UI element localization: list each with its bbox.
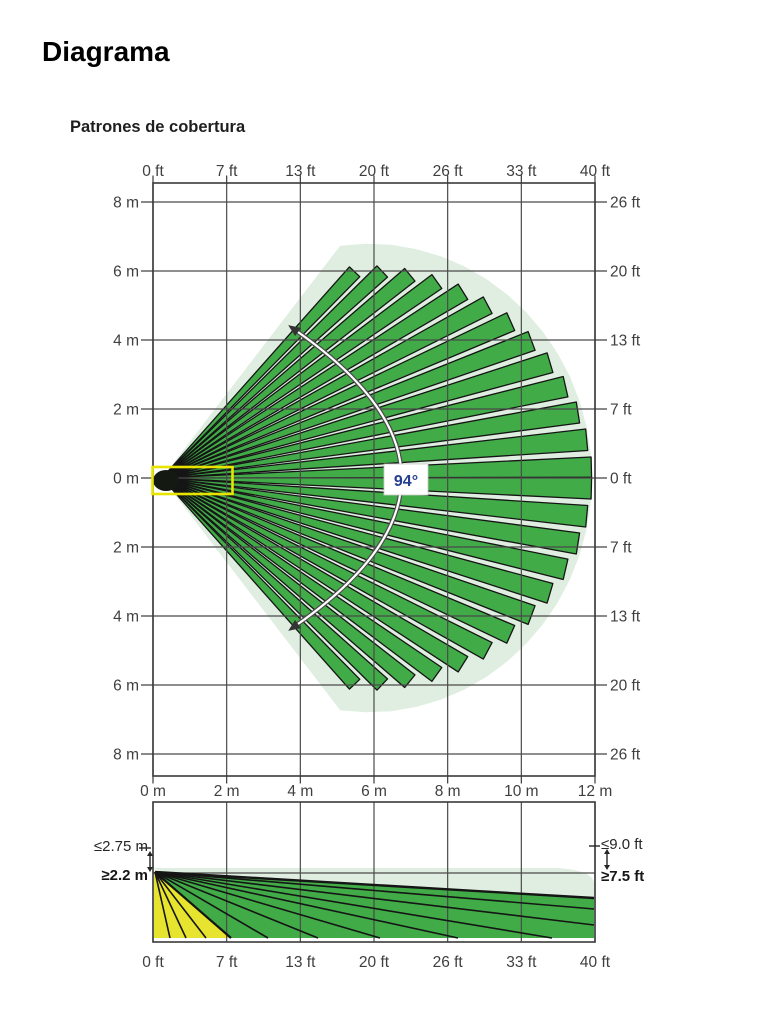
axis-label-bottom: 10 m [504,783,538,800]
mount-min-m-label: ≥2.2 m [101,867,148,884]
coverage-beam [161,267,416,479]
axis-label-top: 13 ft [285,163,316,180]
axis-label-right: 13 ft [610,609,641,626]
coverage-beam [161,375,569,479]
axis-label-right: 7 ft [610,540,632,557]
side-beam-line [154,870,595,900]
mounting-height-annotations: ≤2.75 m ≥2.2 m ≤9.0 ft ≥7.5 ft [94,836,644,885]
height-range-arrow-left-icon [147,851,153,872]
angle-label: 94° [394,473,418,490]
axis-label-right: 0 ft [610,471,632,488]
coverage-beam [161,477,536,626]
coverage-beam [161,477,493,660]
side-beam-line [154,871,595,926]
mount-max-m-label: ≤2.75 m [94,838,148,855]
axis-label-right: 13 ft [610,333,641,350]
side-beam-line [154,871,319,939]
side-beam-line [154,871,269,939]
coverage-beam [161,266,361,479]
axis-label-left: 0 m [113,471,139,488]
angle-label-box [383,463,429,496]
coverage-beam [161,477,554,604]
coverage-beam [161,401,581,479]
coverage-beam [161,477,361,690]
axis-label-top: 0 ft [142,163,164,180]
axis-label-left: 2 m [113,540,139,557]
axis-label-bottom: 4 m [287,783,313,800]
arc-arrowhead-up-icon [288,325,301,337]
coverage-beam [161,477,469,673]
axis-label-left: 2 m [113,402,139,419]
mount-min-ft-label: ≥7.5 ft [601,868,644,885]
axis-label-right: 7 ft [610,402,632,419]
height-range-arrow-right-icon [604,849,610,870]
coverage-beam [161,477,416,689]
coverage-beam [161,477,569,581]
top-view-fan [161,243,593,713]
mount-max-ft-label: ≤9.0 ft [601,836,643,853]
axis-label-bottom: 0 m [140,783,166,800]
axis-label-left: 4 m [113,609,139,626]
side-view: 0 ft 7 ft 13 ft 20 ft 26 ft 33 ft 40 ft [142,801,611,971]
side-beam-line [154,871,381,939]
detector-outline [151,465,234,496]
axis-label-right: 26 ft [610,195,641,212]
axis-label-right: 20 ft [610,264,641,281]
fan-angle-annotation: 94° [288,325,429,631]
side-beam-line [154,871,207,939]
side-beam-line [154,871,553,939]
axis-label-top: 26 ft [433,163,464,180]
axis-label-right: 26 ft [610,747,641,764]
coverage-beam [161,296,493,479]
side-axis-label: 7 ft [216,954,238,971]
side-grid-border [152,801,596,943]
coverage-beam [161,283,469,479]
detector [151,465,234,496]
axis-label-left: 6 m [113,678,139,695]
side-axis-label: 40 ft [580,954,611,971]
side-axis-label: 13 ft [285,954,316,971]
axis-label-left: 8 m [113,195,139,212]
side-axis-label: 26 ft [433,954,464,971]
coverage-beam [161,273,443,479]
axis-label-top: 7 ft [216,163,238,180]
side-beam-line [154,871,187,939]
axis-label-right: 20 ft [610,678,641,695]
axis-label-bottom: 12 m [578,783,612,800]
top-view-grid: 0 ft 7 ft 13 ft 20 ft 26 ft 33 ft 40 ft 0 m 2 m 4… [113,163,641,800]
axis-label-bottom: 2 m [214,783,240,800]
axis-label-left: 4 m [113,333,139,350]
coverage-beam [161,477,443,683]
axis-label-top: 20 ft [359,163,390,180]
side-beam-line [154,871,232,939]
page-title: Diagrama [42,36,170,67]
axis-label-left: 8 m [113,747,139,764]
axis-label-bottom: 6 m [361,783,387,800]
side-axis-label: 20 ft [359,954,390,971]
coverage-beam [161,477,516,644]
side-beam-line [154,871,171,939]
arc-arrowhead-down-icon [288,619,301,631]
detector-body [153,470,179,491]
coverage-beam [161,352,554,479]
coverage-beam [161,312,516,479]
side-beam-line [154,871,459,939]
side-axis-label: 33 ft [506,954,537,971]
axis-label-left: 6 m [113,264,139,281]
coverage-beam [161,477,581,555]
axis-label-bottom: 8 m [435,783,461,800]
axis-label-top: 40 ft [580,163,611,180]
axis-label-top: 33 ft [506,163,537,180]
figure-heading: Patrones de cobertura [70,118,246,136]
coverage-beam [161,330,536,479]
side-beam-line [154,871,595,910]
side-axis-label: 0 ft [142,954,164,971]
